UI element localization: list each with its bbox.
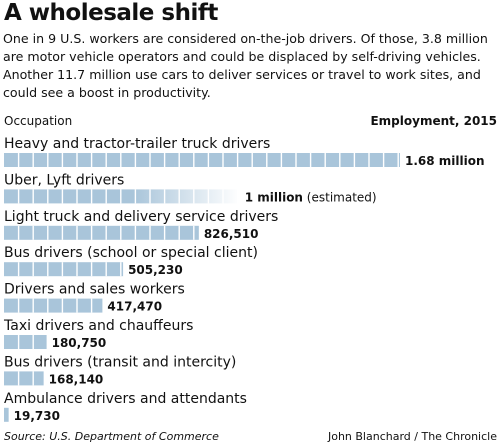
value-label: 180,750	[52, 336, 107, 350]
intro-text: One in 9 U.S. workers are considered on-…	[3, 31, 488, 100]
bar	[4, 262, 124, 277]
bar	[4, 189, 240, 204]
value-label: 1.68 million	[405, 154, 485, 168]
value-label: 168,140	[49, 372, 104, 386]
column-header-occupation: Occupation	[4, 114, 73, 128]
chart-title: A wholesale shift	[4, 0, 218, 26]
category-label: Bus drivers (school or special client)	[4, 245, 258, 261]
bar	[4, 335, 47, 349]
category-label: Uber, Lyft drivers	[4, 172, 124, 188]
category-label: Light truck and delivery service drivers	[4, 209, 278, 225]
category-label: Ambulance drivers and attendants	[4, 391, 247, 407]
category-label: Bus drivers (transit and intercity)	[4, 354, 236, 370]
bar	[4, 371, 44, 386]
source-note: Source: U.S. Department of Commerce	[4, 430, 219, 443]
bar	[4, 298, 103, 313]
value-label: 417,470	[107, 300, 162, 314]
value-label: 1 million (estimated)	[245, 190, 377, 204]
value-note: (estimated)	[303, 190, 377, 204]
category-label: Drivers and sales workers	[4, 282, 185, 298]
bar	[4, 153, 400, 167]
column-header-employment: Employment, 2015	[370, 114, 497, 128]
category-label: Heavy and tractor-trailer truck drivers	[4, 136, 270, 152]
category-label: Taxi drivers and chauffeurs	[3, 318, 193, 334]
credit-note: John Blanchard / The Chronicle	[327, 430, 497, 443]
value-label: 826,510	[204, 227, 259, 241]
bar	[4, 407, 9, 422]
value-label: 19,730	[14, 409, 60, 423]
value-label: 505,230	[128, 263, 183, 277]
